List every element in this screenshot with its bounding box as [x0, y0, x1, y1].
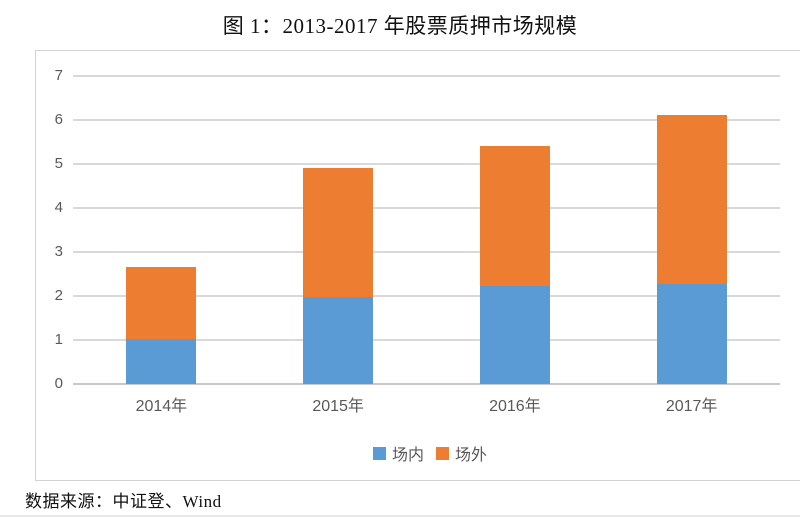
x-axis-label: 2016年: [489, 398, 541, 415]
legend-swatch-icon: [436, 446, 449, 460]
chart-legend: 场内 场外: [36, 441, 800, 465]
x-axis-label: 2014年: [135, 398, 188, 415]
legend-label: 场外: [455, 447, 488, 464]
chart-title: 图 1：2013-2017 年股票质押市场规模: [222, 14, 578, 38]
bar-segment-场外-2016年: [479, 145, 550, 286]
plot-area: 0 1 2 3 4 5 6 7 2014年 2015年 2016年 2017年: [36, 51, 800, 480]
legend-label: 场内: [391, 447, 424, 464]
chart-frame: 0 1 2 3 4 5 6 7 2014年 2015年 2016年 2017年 场内 场外: [35, 50, 800, 481]
gridline-y7: [73, 75, 780, 77]
bar-segment-场外-2014年: [126, 266, 197, 339]
y-axis-tick-label: 4: [54, 199, 63, 216]
x-axis-label: 2017年: [665, 398, 718, 415]
gridline-y6: [73, 119, 780, 121]
gridline-y3: [73, 251, 780, 253]
gridline-y0: [73, 383, 780, 385]
horizontal-divider: [0, 515, 800, 517]
data-source-note: 数据来源：中证登、Wind: [25, 492, 222, 511]
y-axis-tick-label: 1: [54, 331, 63, 348]
y-axis-tick-label: 6: [54, 111, 63, 128]
bar-segment-场内-2014年: [126, 338, 197, 384]
legend-swatch-icon: [372, 446, 386, 460]
y-axis-tick-label: 3: [54, 243, 63, 260]
bar-segment-场内-2016年: [479, 285, 550, 384]
legend-item-场外: 场外: [436, 441, 487, 465]
y-axis-tick-label: 7: [54, 67, 63, 84]
y-axis-tick-label: 5: [54, 155, 63, 172]
gridline-y1: [73, 339, 780, 341]
bar-segment-场内-2015年: [303, 297, 374, 384]
legend-item-场内: 场内: [372, 441, 424, 465]
gridline-y2: [73, 295, 780, 297]
gridline-y5: [73, 163, 780, 165]
bar-segment-场外-2017年: [656, 114, 727, 285]
y-axis-tick-label: 0: [54, 375, 63, 392]
bar-segment-场内-2017年: [656, 284, 727, 384]
x-axis-label: 2015年: [312, 398, 364, 415]
bar-segment-场外-2015年: [303, 167, 374, 298]
gridline-y4: [73, 207, 780, 209]
y-axis-tick-label: 2: [54, 287, 63, 304]
